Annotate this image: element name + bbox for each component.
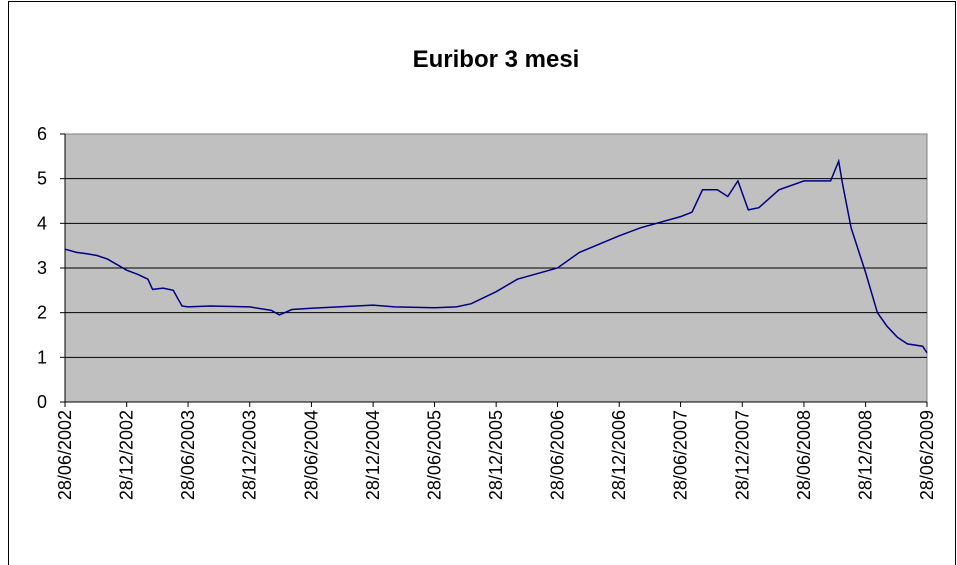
chart-title: Euribor 3 mesi [413, 46, 580, 73]
x-tick-label: 28/06/2006 [548, 410, 568, 500]
x-tick-label: 28/06/2008 [794, 410, 814, 500]
y-tick-label: 3 [37, 258, 47, 278]
line [64, 158, 928, 354]
y-tick-label: 1 [37, 347, 47, 367]
x-tick-label: 28/06/2005 [424, 410, 444, 500]
x-tick-label: 28/12/2002 [117, 410, 137, 500]
x-tick-label: 28/06/2009 [917, 410, 937, 500]
y-tick-label: 0 [37, 392, 47, 412]
x-tick-label: 28/12/2003 [240, 410, 260, 500]
x-tick-label: 28/12/2008 [856, 410, 876, 500]
x-tick-label: 28/06/2003 [178, 410, 198, 500]
x-tick-label: 28/12/2006 [609, 410, 629, 500]
x-tick-label: 28/12/2005 [486, 410, 506, 500]
y-tick-label: 6 [37, 124, 47, 144]
x-tick-label: 28/06/2007 [671, 410, 691, 500]
x-tick-label: 28/06/2002 [55, 410, 75, 500]
x-tick-label: 28/12/2007 [732, 410, 752, 500]
y-tick-label: 2 [37, 303, 47, 323]
x-tick-label: 28/06/2004 [301, 410, 321, 500]
x-tick-label: 28/12/2004 [363, 410, 383, 500]
y-tick-label: 5 [37, 169, 47, 189]
y-tick-label: 4 [37, 213, 47, 233]
